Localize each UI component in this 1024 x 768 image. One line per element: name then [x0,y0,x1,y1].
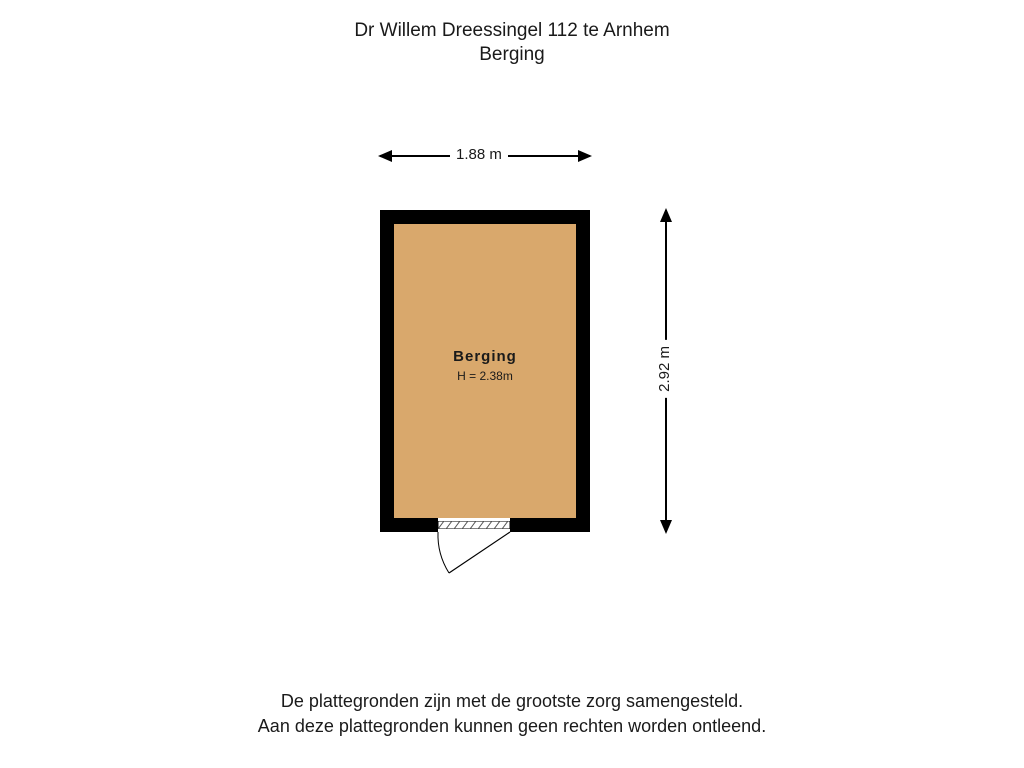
dimension-depth-label: 2.92 m [656,340,673,398]
room-label: Berging H = 2.38m [394,348,576,383]
disclaimer-line-2: Aan deze plattegronden kunnen geen recht… [0,714,1024,738]
room-name: Berging [394,348,576,365]
disclaimer-line-1: De plattegronden zijn met de grootste zo… [0,689,1024,713]
disclaimer: De plattegronden zijn met de grootste zo… [0,689,1024,738]
dimension-depth-arrow-up [660,208,672,222]
door-threshold [438,521,510,529]
dimension-width-arrow-left [378,150,392,162]
door-swing [430,530,520,590]
dimension-depth-arrow-down [660,520,672,534]
dimension-width-arrow-right [578,150,592,162]
dimension-width-label: 1.88 m [450,146,508,163]
room-height: H = 2.38m [394,369,576,383]
floorplan: 1.88 m 2.92 m Berging H = 2.38m [0,0,1024,768]
